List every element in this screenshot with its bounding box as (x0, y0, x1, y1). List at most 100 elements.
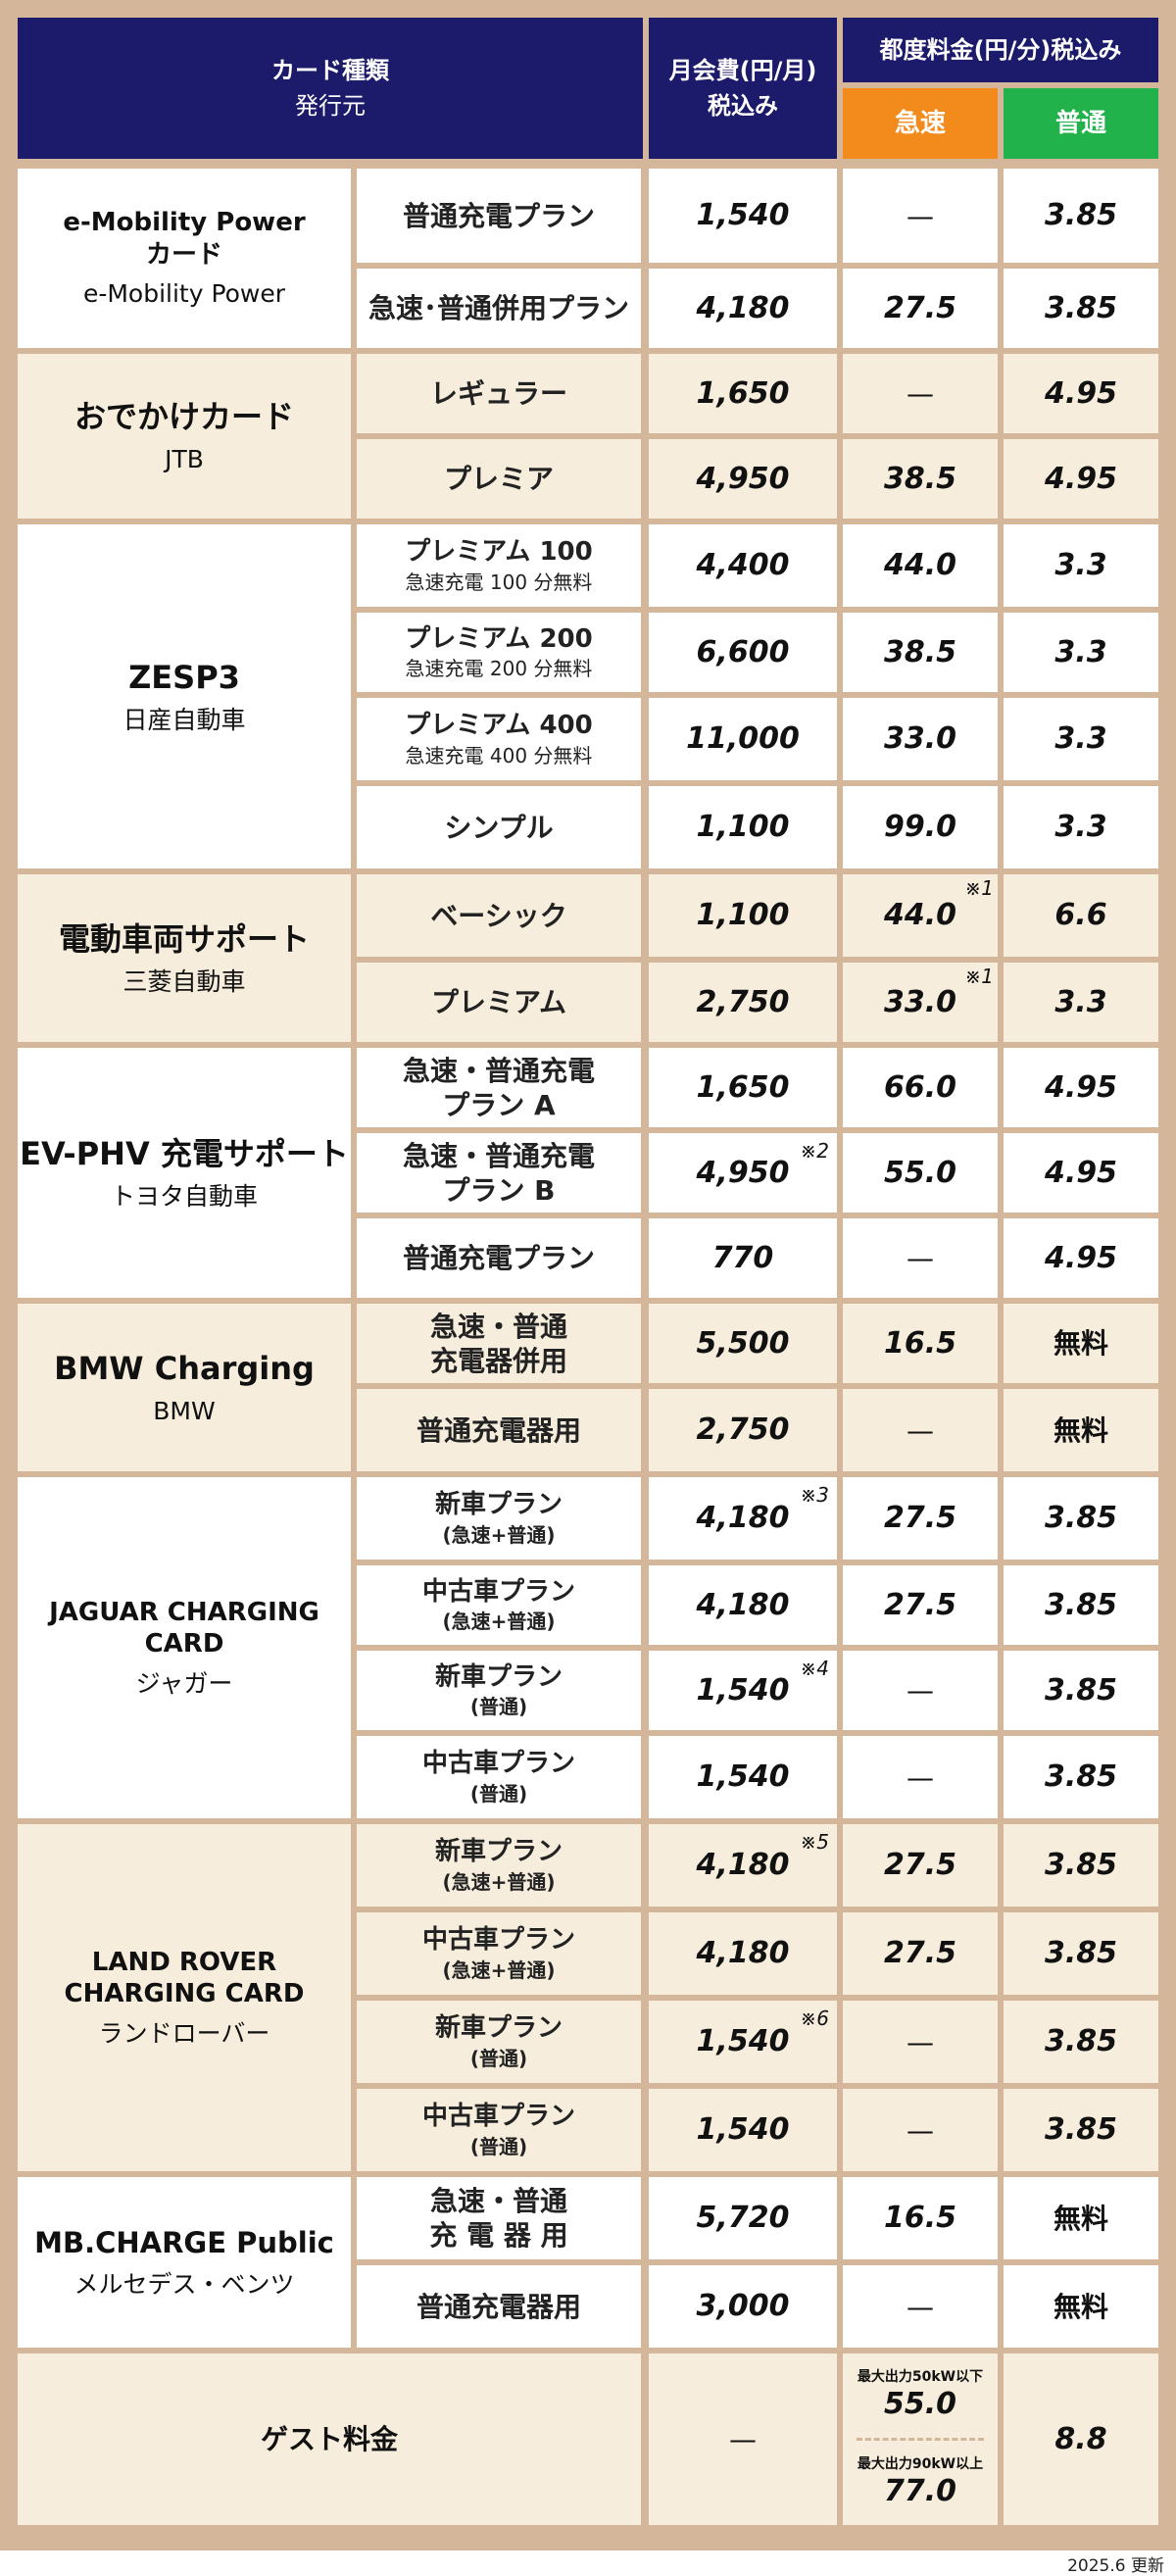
normal-rate-cell: 3.3 (1004, 963, 1158, 1042)
fast-rate-cell: 33.0 (843, 698, 998, 780)
guest-fast-cell: 最大出力50kW以下 55.0 最大出力90kW以上 77.0 (843, 2353, 998, 2525)
plan-cell: シンプル (357, 786, 641, 868)
monthly-fee-cell-value: 770 (711, 1240, 774, 1275)
footnote-mark: ※5 (800, 1830, 829, 1854)
normal-rate-cell-value: 3.85 (1044, 2024, 1118, 2059)
plan-name: ベーシック (430, 899, 567, 932)
guest-normal-cell-value: 8.8 (1054, 2421, 1107, 2456)
monthly-fee-cell-value: 1,540 (696, 1672, 790, 1708)
fast-rate-cell-value: 27.5 (883, 290, 957, 325)
normal-rate-cell-value: 3.85 (1044, 1936, 1118, 1971)
plan-name: レギュラー (429, 377, 567, 410)
normal-rate-cell: 4.95 (1004, 1048, 1158, 1127)
fast-rate-cell: 27.5 (843, 1912, 998, 1995)
fast-rate-cell: 55.0 (843, 1133, 998, 1213)
plan-name: 新車プラン (普通) (434, 1661, 563, 1719)
plan-name: 新車プラン (急速+普通) (434, 1837, 563, 1894)
monthly-fee-cell: 4,950 ※2 (649, 1133, 837, 1213)
plan-name: プレミア (443, 463, 554, 495)
card-name: MB.CHARGE Public (34, 2226, 334, 2260)
card-cell: LAND ROVER CHARGING CARD ランドローバー (18, 1824, 351, 2171)
fast-rate-cell-value: 16.5 (883, 2201, 957, 2236)
monthly-fee-cell: 1,100 (649, 786, 837, 868)
fast-rate-cell-value: 27.5 (883, 1587, 957, 1622)
normal-rate-cell: 無料 (1004, 2177, 1158, 2259)
plan-name: 中古車プラン (急速+普通) (421, 1576, 575, 1634)
normal-rate-cell-value: 3.85 (1044, 1848, 1118, 1883)
plan-cell: 新車プラン (普通) (357, 1651, 641, 1730)
plan-name: 新車プラン (普通) (434, 2013, 563, 2070)
normal-rate-cell-value: 3.85 (1044, 1501, 1118, 1536)
normal-rate-cell: 4.95 (1004, 1133, 1158, 1213)
plan-cell: 急速・普通充電 プラン B (357, 1133, 641, 1213)
guest-fast-high-value: 77.0 (883, 2474, 957, 2508)
monthly-fee-cell: 4,180 (649, 1565, 837, 1645)
monthly-fee-cell-value: 4,400 (696, 548, 790, 583)
guest-normal-cell: 8.8 (1004, 2353, 1158, 2525)
fast-rate-cell-value: 27.5 (883, 1848, 957, 1883)
card-issuer: 三菱自動車 (122, 966, 246, 996)
fast-rate-cell: — (843, 169, 998, 263)
header-card-type: カード種類 発行元 (18, 18, 643, 159)
fast-rate-cell: 44.0 ※1 (843, 874, 998, 957)
normal-rate-cell-value: 6.6 (1054, 898, 1107, 933)
card-cell: MB.CHARGE Public メルセデス・ベンツ (18, 2177, 351, 2348)
card-name: e-Mobility Power カード (63, 208, 306, 270)
fast-rate-cell-value: — (906, 1674, 934, 1707)
card-issuer: JTB (165, 445, 204, 474)
plan-name: 普通充電プラン (402, 199, 595, 232)
fast-rate-cell: 38.5 (843, 439, 998, 519)
plan-name: 中古車プラン (普通) (421, 2102, 575, 2158)
monthly-fee-cell-value: 1,650 (696, 375, 790, 411)
guest-fast-high-label: 最大出力90kW以上 (857, 2455, 984, 2472)
fast-rate-cell: 27.5 (843, 1565, 998, 1645)
normal-rate-cell: 3.85 (1004, 1736, 1158, 1818)
plan-scope: (急速+普通) (442, 1957, 556, 1982)
card-issuer: BMW (153, 1396, 216, 1425)
monthly-fee-cell-value: 2,750 (696, 984, 790, 1019)
card-name: LAND ROVER CHARGING CARD (64, 1947, 305, 2009)
normal-rate-cell: 3.85 (1004, 1651, 1158, 1730)
monthly-fee-cell: 1,540 (649, 169, 837, 263)
plan-cell: 新車プラン (急速+普通) (357, 1824, 641, 1907)
normal-rate-cell: 3.85 (1004, 269, 1158, 348)
plan-name: プレミアム 100 急速充電 100 分無料 (405, 537, 593, 594)
monthly-fee-cell: 4,180 ※3 (649, 1477, 837, 1560)
card-issuer: トヨタ自動車 (110, 1181, 258, 1211)
guest-monthly-cell-value: — (729, 2423, 757, 2455)
normal-rate-cell: 無料 (1004, 1389, 1158, 1471)
fast-rate-cell: 33.0 ※1 (843, 963, 998, 1042)
fast-rate-cell: 27.5 (843, 269, 998, 348)
plan-scope: (急速+普通) (442, 1610, 556, 1634)
normal-rate-cell-value: 無料 (1053, 1413, 1108, 1447)
normal-rate-cell: 3.85 (1004, 1912, 1158, 1995)
guest-label-cell: ゲスト料金 (18, 2353, 641, 2525)
plan-name: 急速・普通充電 プラン A (402, 1054, 595, 1121)
normal-rate-cell-value: 3.85 (1044, 2112, 1118, 2148)
plan-scope: (普通) (469, 2046, 528, 2070)
normal-rate-cell: 無料 (1004, 2265, 1158, 2348)
fast-rate-cell-value: — (906, 199, 934, 232)
normal-rate-cell-value: 3.85 (1044, 198, 1118, 233)
fast-rate-cell-value: — (906, 2290, 934, 2323)
plan-cell: プレミア (357, 439, 641, 519)
card-name: ZESP3 (128, 658, 240, 696)
monthly-fee-cell: 1,650 (649, 1048, 837, 1127)
plan-note: 急速充電 200 分無料 (405, 657, 593, 681)
guest-fast-low-value: 55.0 (883, 2387, 957, 2421)
fast-rate-cell: — (843, 1218, 998, 1298)
monthly-fee-cell: 4,950 (649, 439, 837, 519)
normal-rate-cell: 3.3 (1004, 786, 1158, 868)
fast-rate-cell-value: 55.0 (883, 1155, 957, 1190)
fast-rate-cell: — (843, 2001, 998, 2083)
monthly-fee-cell: 1,540 ※6 (649, 2001, 837, 2083)
card-issuer: ジャガー (135, 1668, 233, 1698)
header-monthly-label: 月会費(円/月) (668, 57, 817, 84)
card-cell: 電動車両サポート 三菱自動車 (18, 874, 351, 1042)
header-monthly-fee: 月会費(円/月) 税込み (649, 18, 837, 159)
monthly-fee-cell: 11,000 (649, 698, 837, 780)
fast-rate-cell: 44.0 (843, 524, 998, 607)
guest-fast-low-label: 最大出力50kW以下 (857, 2368, 984, 2385)
monthly-fee-cell: 4,400 (649, 524, 837, 607)
guest-monthly-cell: — (649, 2353, 837, 2525)
